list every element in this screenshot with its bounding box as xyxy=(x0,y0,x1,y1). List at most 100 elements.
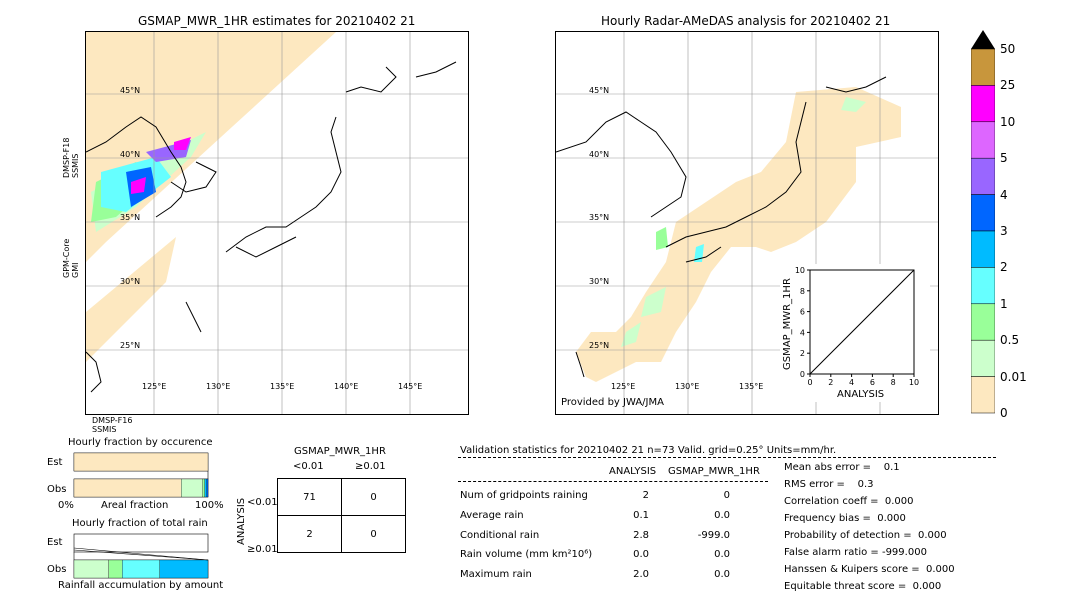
validation-col-gsmap: GSMAP_MWR_1HR xyxy=(668,466,760,477)
totalrain-svg xyxy=(73,533,209,579)
colorbar-label: 4 xyxy=(1000,187,1008,202)
contingency-row-header-lt: <0.01 xyxy=(247,497,278,508)
colorbar-label: 50 xyxy=(1000,42,1016,56)
fraction-bar-segment xyxy=(73,478,182,498)
right-map-svg xyxy=(556,32,938,414)
left-map-svg xyxy=(86,32,468,414)
colorbar-label: 0.5 xyxy=(1000,333,1020,348)
fraction-bar-segment xyxy=(122,559,160,579)
left-lat-label-40: 40°N xyxy=(120,150,141,159)
occurence-x-label: Areal fraction xyxy=(101,500,169,511)
colorbar-cell xyxy=(970,267,996,305)
right-lat-label-40: 40°N xyxy=(589,150,610,159)
scatter-y-tick-label: 6 xyxy=(800,308,805,317)
fraction-bar-segment xyxy=(108,559,123,579)
right-rain-light2 xyxy=(621,322,641,347)
contingency-row-axis: ANALYSIS xyxy=(236,497,247,545)
scatter-y-tick-label: 2 xyxy=(800,349,805,358)
left-swath-north xyxy=(86,32,336,262)
validation-divider xyxy=(458,457,996,458)
colorbar-cell xyxy=(970,48,996,86)
stat-gsmap: -999.0 xyxy=(697,530,730,541)
contingency-table: 71 0 2 0 xyxy=(277,478,406,553)
stat-analysis: 0.1 xyxy=(633,510,649,521)
left-grid xyxy=(86,32,468,414)
occurence-x-min: 0% xyxy=(58,500,74,511)
validation-divider-2 xyxy=(458,481,768,482)
stat-analysis: 2.8 xyxy=(633,530,649,541)
totalrain-est-label: Est xyxy=(47,537,63,548)
occurence-est-label: Est xyxy=(47,457,63,468)
left-swath-south xyxy=(86,237,176,362)
occurence-title: Hourly fraction by occurence xyxy=(68,437,213,448)
right-rain-light1 xyxy=(641,287,666,317)
data-credit: Provided by JWA/JMA xyxy=(561,397,664,408)
fraction-bar-segment xyxy=(181,478,203,498)
left-lat-label-25: 25°N xyxy=(120,341,141,350)
totalrain-title: Hourly fraction of total rain xyxy=(72,518,208,529)
right-rain-north xyxy=(841,97,866,112)
scatter-y-tick-label: 0 xyxy=(800,370,805,379)
left-rain-magenta2 xyxy=(131,177,146,194)
left-lon-label-135: 135°E xyxy=(270,382,295,391)
contingency-cell: 0 xyxy=(341,515,406,553)
scatter-inset: 0 2 4 6 8 10 0 2 4 6 8 10 xyxy=(780,264,930,402)
left-map-panel xyxy=(85,31,469,415)
scatter-x-tick-label: 10 xyxy=(909,378,919,387)
scatter-xlabel: ANALYSIS xyxy=(837,389,885,400)
stat-gsmap: 0.0 xyxy=(714,510,730,521)
fraction-bar-segment xyxy=(73,559,109,579)
fraction-bar-segment xyxy=(204,478,207,498)
occurence-chart xyxy=(73,451,209,499)
left-lon-label-140: 140°E xyxy=(334,382,359,391)
scatter-ylabel: GSMAP_MWR_1HR xyxy=(782,278,793,370)
right-rain-green xyxy=(656,227,668,250)
fraction-bar-segment xyxy=(202,478,205,498)
stat-gsmap: 0.0 xyxy=(714,549,730,560)
stat-label: Num of gridpoints raining xyxy=(460,490,588,501)
occurence-obs-label: Obs xyxy=(47,484,67,495)
scatter-x-tick-label: 6 xyxy=(870,378,875,387)
right-lon-label-130: 130°E xyxy=(675,382,700,391)
colorbar-label: 5 xyxy=(1000,151,1008,166)
validation-header: Validation statistics for 20210402 21 n=… xyxy=(460,445,837,456)
left-lon-label-125: 125°E xyxy=(142,382,167,391)
right-map-panel xyxy=(555,31,939,415)
stat-gsmap: 0 xyxy=(723,490,730,501)
colorbar-label: 3 xyxy=(1000,224,1008,238)
left-lat-label-45: 45°N xyxy=(120,86,141,95)
score-hk: Hanssen & Kuipers score = 0.000 xyxy=(784,564,955,575)
colorbar-cell xyxy=(970,157,996,195)
colorbar-cell xyxy=(970,303,996,341)
totalrain-x-label: Rainfall accumulation by amount xyxy=(58,580,224,591)
colorbar-cell xyxy=(970,376,996,414)
left-rain-magenta xyxy=(174,137,191,150)
sat-label-gpm-core: GPM-Core GMI xyxy=(62,238,80,278)
scatter-ticks: 0 2 4 6 8 10 0 2 4 6 8 10 xyxy=(795,266,919,387)
colorbar-cell xyxy=(970,339,996,377)
right-lon-label-125: 125°E xyxy=(611,382,636,391)
stat-gsmap: 0.0 xyxy=(714,569,730,580)
left-coastline xyxy=(86,61,457,393)
fraction-connector xyxy=(73,547,209,561)
scatter-reference-line xyxy=(809,269,915,375)
fraction-bar-frame xyxy=(73,533,209,553)
score-rms-error: RMS error = 0.3 xyxy=(784,479,874,490)
colorbar-label: 25 xyxy=(1000,78,1016,93)
stat-analysis: 2.0 xyxy=(633,569,649,580)
colorbar-label: 0.01 xyxy=(1000,369,1027,384)
colorbar-cell xyxy=(970,230,996,268)
fraction-bar-segment xyxy=(206,478,209,498)
scatter-x-tick-label: 0 xyxy=(807,378,812,387)
colorbar-svg xyxy=(970,30,996,414)
contingency-col-header-ge: ≥0.01 xyxy=(355,461,386,472)
scatter-svg: 0 2 4 6 8 10 0 2 4 6 8 10 xyxy=(795,266,919,387)
right-rain-cyan xyxy=(694,244,704,262)
colorbar-label: 10 xyxy=(1000,114,1016,129)
fraction-connector xyxy=(73,549,209,561)
score-mean-abs-error: Mean abs error = 0.1 xyxy=(784,462,900,473)
contingency-cell: 71 xyxy=(277,478,342,516)
scatter-x-tick-label: 8 xyxy=(891,378,896,387)
score-far: False alarm ratio = -999.000 xyxy=(784,547,927,558)
contingency-cell: 2 xyxy=(277,515,342,553)
